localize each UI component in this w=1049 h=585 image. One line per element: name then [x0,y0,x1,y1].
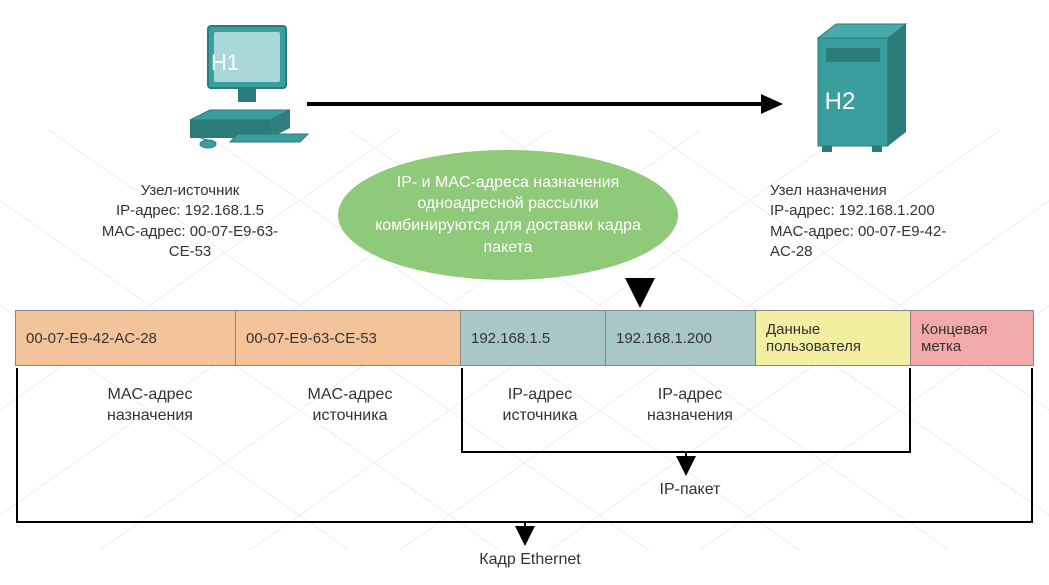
label-ethernet-frame: Кадр Ethernet [450,550,610,571]
frame-cell-trailer: Концевая метка [911,311,1033,365]
frame-cell-ip-src: 192.168.1.5 [461,311,606,365]
transmission-arrow-icon [305,92,785,116]
host-a [150,20,330,155]
label-mac-dst: MAC-адрес назначения [70,385,230,427]
host-a-ip: IP-адрес: 192.168.1.5 [50,201,330,221]
frame-cell-mac-dst: 00-07-E9-42-AC-28 [16,311,236,365]
host-a-mac-2: CE-53 [50,242,330,262]
host-b-title: Узел назначения [770,181,1040,201]
host-b-ip: IP-адрес: 192.168.1.200 [770,201,1040,221]
label-ip-dst: IP-адрес назначения [620,385,760,427]
frame-cell-ip-dst: 192.168.1.200 [606,311,756,365]
host-a-title: Узел-источник [50,181,330,201]
host-a-label: H1 [205,50,245,76]
ethernet-frame: 00-07-E9-42-AC-28 00-07-E9-63-CE-53 192.… [15,310,1034,366]
frame-cell-mac-src: 00-07-E9-63-CE-53 [236,311,461,365]
host-a-mac-1: MAC-адрес: 00-07-E9-63- [50,222,330,242]
host-b-mac-2: AC-28 [770,242,1040,262]
explanation-text: IP- и MAC-адреса назначения одноадресной… [366,172,650,258]
host-b-label: H2 [815,88,865,116]
host-b-mac-1: MAC-адрес: 00-07-E9-42- [770,222,1040,242]
label-ip-packet: IP-пакет [630,480,750,501]
workstation-icon [170,20,310,150]
host-a-info: Узел-источник IP-адрес: 192.168.1.5 MAC-… [50,181,330,262]
server-icon [800,10,920,160]
frame-cell-payload: Данные пользователя [756,311,911,365]
label-mac-src: MAC-адрес источника [275,385,425,427]
label-ip-src: IP-адрес источника [475,385,605,427]
host-b-info: Узел назначения IP-адрес: 192.168.1.200 … [770,181,1040,262]
explanation-oval: IP- и MAC-адреса назначения одноадресной… [338,150,678,280]
